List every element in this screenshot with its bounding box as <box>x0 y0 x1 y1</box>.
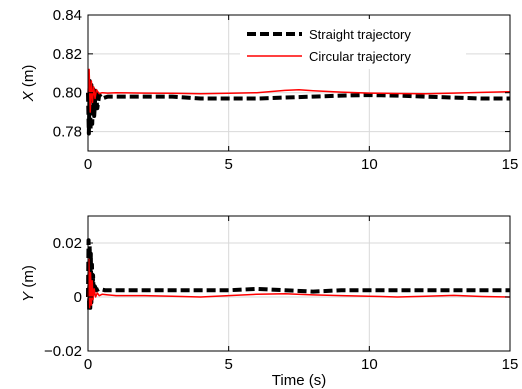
y-axis-unit: (m) <box>20 265 37 292</box>
series-line-straight <box>86 79 510 136</box>
x-tick-label: 10 <box>361 356 378 373</box>
y-axis-label: Y (m) <box>20 265 37 302</box>
y-axis-label: X (m) <box>20 65 37 103</box>
series-line-circular <box>87 68 511 113</box>
x-tick-label: 5 <box>224 356 232 373</box>
x-position-panel: 0 5 10 15 0.78 0.80 0.82 0.84 X (m) Straight traj… <box>20 7 518 173</box>
y-tick-label: 0.02 <box>53 235 82 252</box>
x-tick-label: 0 <box>84 356 92 373</box>
legend-box <box>240 19 466 69</box>
y-tick-label: 0 <box>74 289 82 306</box>
legend-label: Straight trajectory <box>309 27 411 42</box>
y-tick-label: 0.82 <box>53 46 82 63</box>
y-axis-variable: Y <box>20 291 37 302</box>
y-axis-unit: (m) <box>20 65 37 92</box>
plot-frame <box>87 14 511 152</box>
y-tick-label: −0.02 <box>44 343 82 360</box>
series-line-circular <box>87 258 511 309</box>
x-tick-label: 5 <box>224 156 232 173</box>
x-tick-label: 15 <box>502 156 519 173</box>
series-line-straight <box>86 238 510 313</box>
x-tick-label: 10 <box>361 156 378 173</box>
y-tick-label: 0.84 <box>53 7 82 24</box>
x-axis-label: Time (s) <box>272 372 326 389</box>
x-tick-label: 15 <box>502 356 519 373</box>
plot-frame <box>87 215 511 352</box>
x-tick-label: 0 <box>84 156 92 173</box>
legend-label: Circular trajectory <box>309 49 411 64</box>
y-axis-variable: X <box>20 90 37 102</box>
y-tick-label: 0.80 <box>53 85 82 102</box>
y-tick-label: 0.78 <box>53 124 82 141</box>
